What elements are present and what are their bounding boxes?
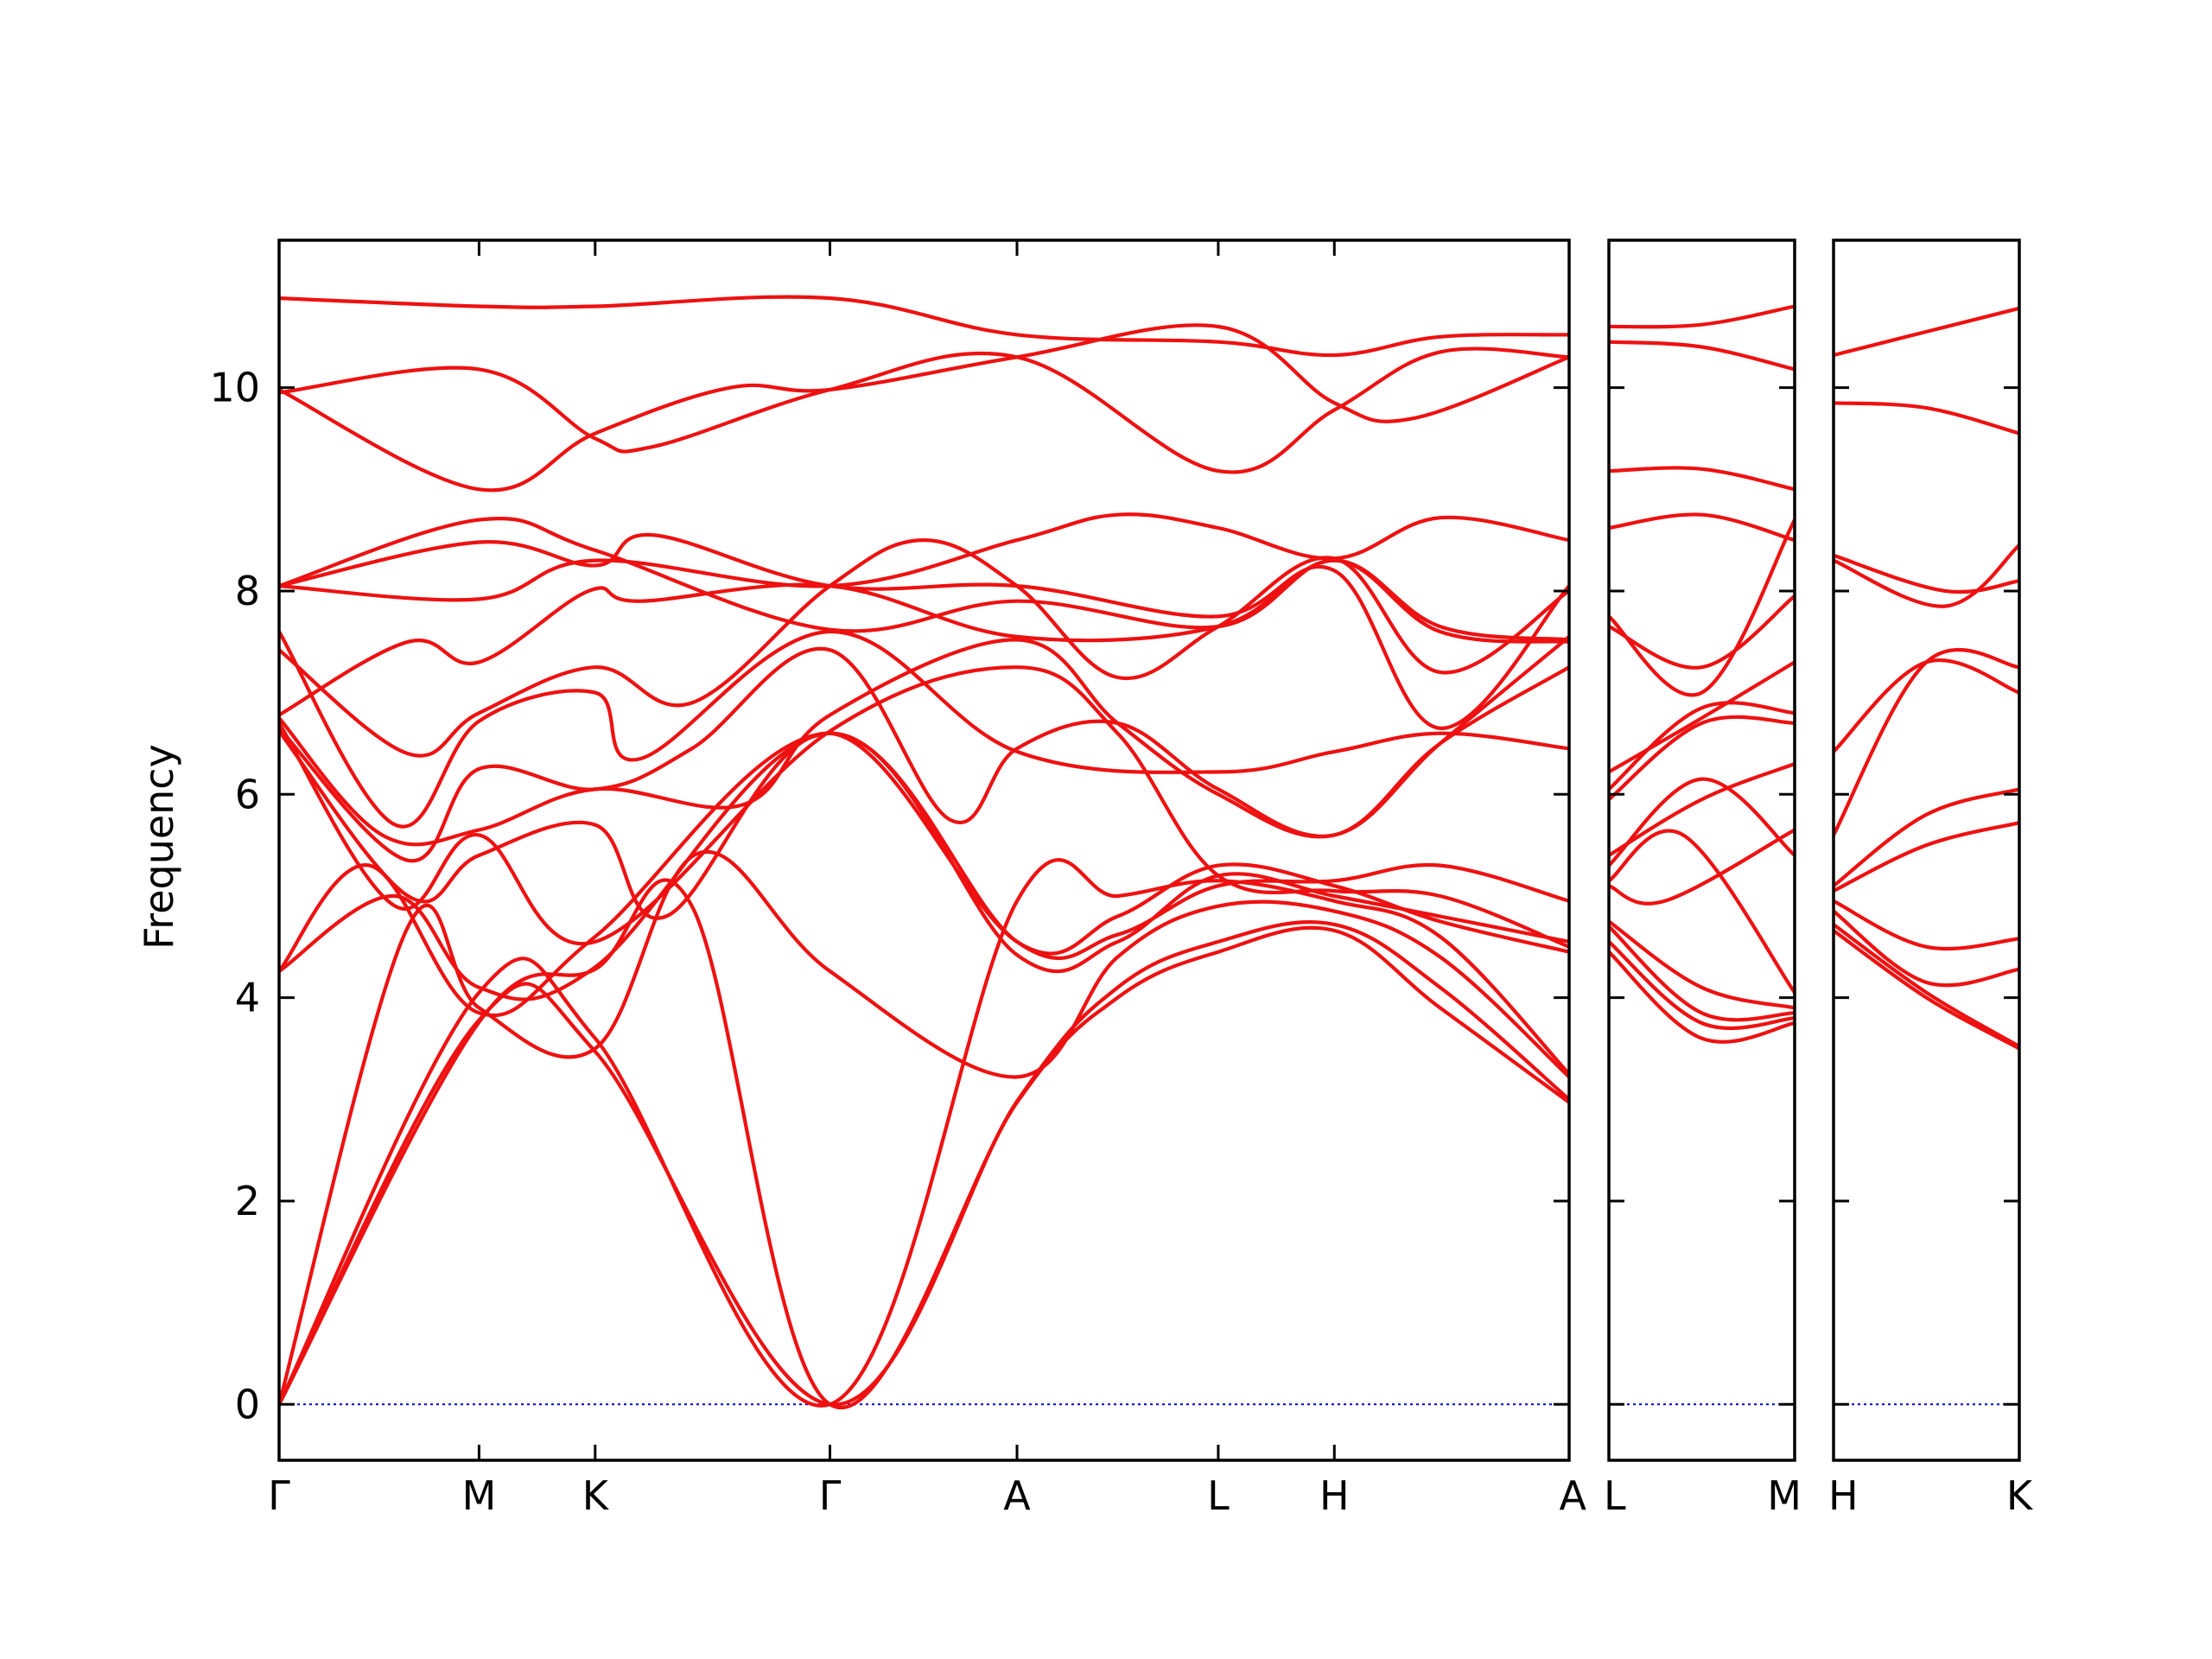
band-5 bbox=[1609, 828, 1795, 906]
band-4 bbox=[1609, 919, 1795, 1010]
x-tick-label: Γ bbox=[819, 1472, 842, 1519]
x-tick-label: K bbox=[582, 1472, 610, 1519]
band-7 bbox=[279, 729, 1569, 956]
band-6 bbox=[1834, 787, 2019, 888]
x-tick-label: L bbox=[1207, 1472, 1230, 1519]
y-axis-title: Frequency bbox=[136, 744, 182, 950]
y-tick-label: 2 bbox=[235, 1178, 260, 1224]
band-10 bbox=[1609, 701, 1795, 791]
panel-plot-area bbox=[1609, 304, 1795, 1406]
band-6 bbox=[1609, 829, 1795, 995]
y-tick-label: 0 bbox=[235, 1381, 260, 1427]
x-tick-label: L bbox=[1604, 1472, 1626, 1519]
band-10 bbox=[279, 634, 1569, 863]
band-16 bbox=[279, 516, 1569, 644]
band-1 bbox=[1609, 950, 1795, 1044]
band-17 bbox=[1609, 304, 1795, 329]
x-tick-label: K bbox=[2006, 1472, 2034, 1519]
band-8 bbox=[279, 665, 1569, 949]
band-3 bbox=[1834, 909, 2019, 988]
band-12 bbox=[1834, 306, 2019, 358]
band-9 bbox=[1834, 543, 2019, 608]
band-8 bbox=[1834, 658, 2019, 753]
y-tick-label: 6 bbox=[235, 771, 260, 817]
band-18 bbox=[279, 323, 1569, 493]
band-19 bbox=[279, 295, 1569, 358]
panel-plot-area bbox=[1834, 306, 2019, 1406]
band-5 bbox=[1834, 821, 2019, 893]
x-tick-label: A bbox=[1560, 1472, 1587, 1519]
band-11 bbox=[1834, 401, 2019, 435]
band-7 bbox=[1834, 647, 2019, 837]
x-tick-label: H bbox=[1828, 1472, 1859, 1519]
band-10 bbox=[1834, 553, 2019, 594]
panel-1: 0 2 4 6 8 10 Γ M K Γ A L H A bbox=[209, 238, 1587, 1519]
x-tick-label: M bbox=[462, 1472, 497, 1519]
band-5 bbox=[279, 731, 1569, 1018]
panel-frame bbox=[277, 238, 1571, 1462]
x-tick-label: Γ bbox=[268, 1472, 290, 1519]
band-17 bbox=[279, 346, 1569, 474]
y-tick-label: 4 bbox=[235, 975, 260, 1021]
band-11 bbox=[1609, 660, 1795, 774]
band-2 bbox=[1609, 939, 1795, 1031]
band-1 bbox=[1834, 928, 2019, 1051]
panel-frame bbox=[1607, 238, 1796, 1462]
band-4 bbox=[1834, 899, 2019, 951]
band-12 bbox=[1609, 594, 1795, 670]
panel-plot-area bbox=[279, 295, 1569, 1409]
band-2 bbox=[279, 920, 1569, 1407]
band-12 bbox=[279, 538, 1569, 758]
band-15 bbox=[279, 532, 1569, 730]
band-3 bbox=[279, 849, 1569, 1407]
band-13 bbox=[1609, 518, 1795, 697]
panel-frame bbox=[1832, 238, 2021, 1462]
band-15 bbox=[1609, 466, 1795, 492]
y-tick-label: 10 bbox=[209, 365, 260, 411]
y-tick-label: 8 bbox=[235, 568, 260, 614]
x-tick-label: A bbox=[1003, 1472, 1031, 1519]
x-tick-label: H bbox=[1319, 1472, 1350, 1519]
band-14 bbox=[1609, 512, 1795, 543]
band-2 bbox=[1834, 922, 2019, 1049]
band-13 bbox=[279, 558, 1569, 717]
band-3 bbox=[1609, 925, 1795, 1022]
band-4 bbox=[279, 858, 1569, 1408]
band-14 bbox=[279, 512, 1569, 602]
band-16 bbox=[1609, 340, 1795, 372]
x-tick-label: M bbox=[1767, 1472, 1802, 1519]
band-11 bbox=[279, 629, 1569, 829]
band-1 bbox=[279, 878, 1569, 1409]
band-9 bbox=[1609, 715, 1795, 802]
band-8 bbox=[1609, 761, 1795, 857]
